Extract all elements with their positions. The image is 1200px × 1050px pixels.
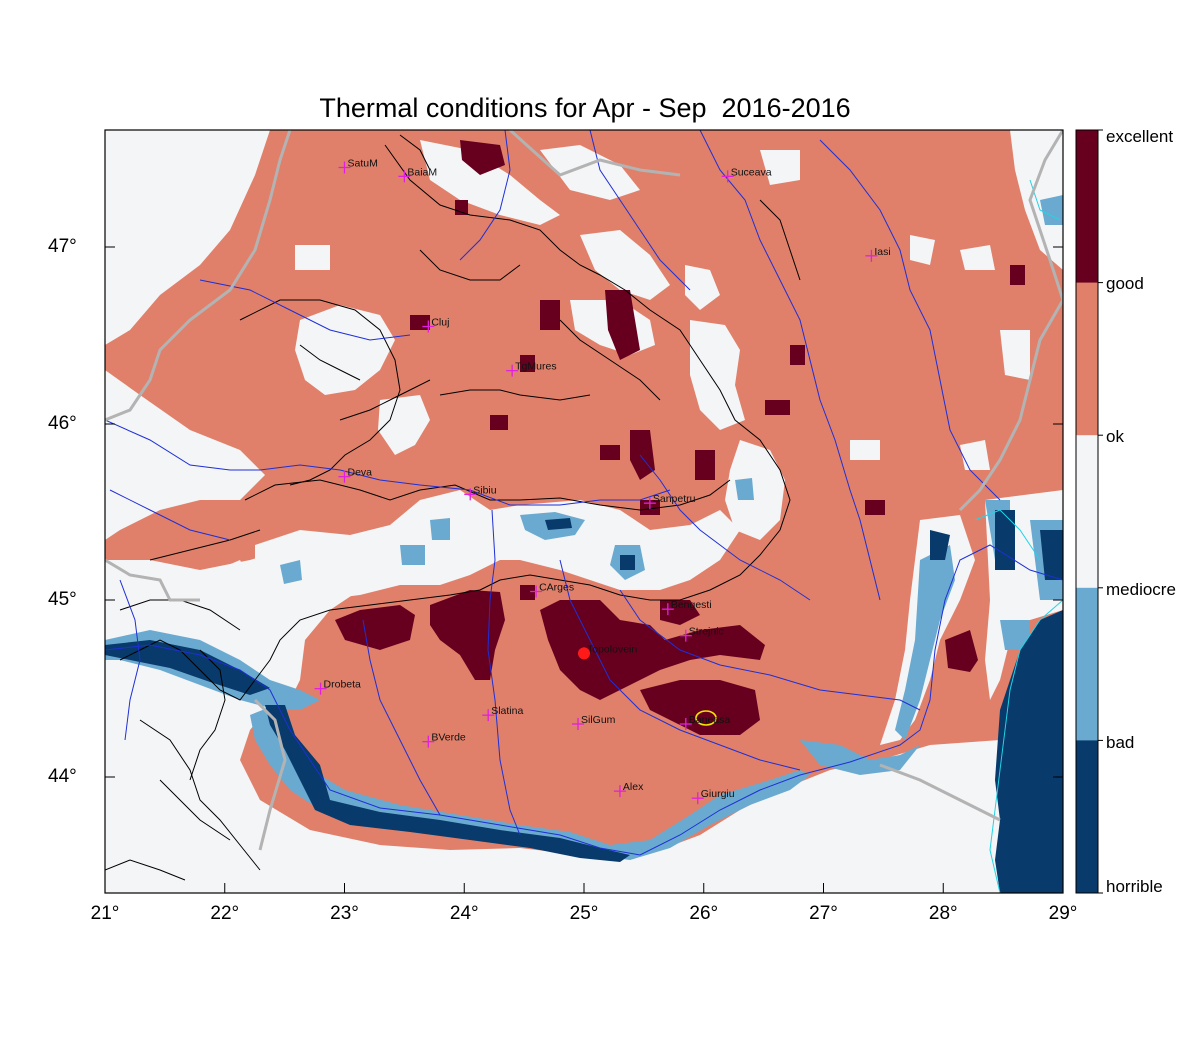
city-marker: Iasi <box>865 246 891 262</box>
city-marker: Strejnic <box>679 626 724 642</box>
x-tick-label: 25° <box>569 903 599 924</box>
legend-swatch <box>1076 740 1098 894</box>
city-marker: SatuM <box>338 158 378 174</box>
legend-label-bad: bad <box>1106 733 1135 752</box>
x-tick-label: 21° <box>90 903 120 924</box>
city-label: Bengesti <box>671 599 712 611</box>
city-label: Topolovein <box>587 643 637 655</box>
x-tick-label: 26° <box>689 903 719 924</box>
city-marker: BVerde <box>422 732 466 748</box>
y-tick-label: 46° <box>48 413 77 434</box>
city-marker: Drobeta <box>314 679 362 695</box>
x-tick-label: 27° <box>809 903 838 924</box>
axis-ticks <box>104 130 1064 893</box>
city-marker: Deva <box>338 467 373 483</box>
city-label: CArges <box>539 582 574 594</box>
city-label: Iasi <box>874 246 890 258</box>
city-marker: Slatina <box>482 705 523 722</box>
city-label: BaiaM <box>407 166 437 178</box>
city-marker: Baneasa <box>679 714 731 730</box>
city-marker: SilGum <box>572 714 616 730</box>
city-label: Alex <box>623 781 644 793</box>
city-marker: Suceava <box>721 166 772 183</box>
legend-frame <box>1075 129 1099 894</box>
city-label: Sibiu <box>473 484 497 496</box>
legend-swatch <box>1076 435 1098 589</box>
country-borders <box>105 130 1063 851</box>
city-label: BVerde <box>431 732 466 744</box>
x-tick-label: 22° <box>210 903 240 924</box>
rivers <box>105 130 1063 856</box>
city-label: TgMures <box>515 361 556 373</box>
city-marker: Cluj <box>422 317 449 333</box>
y-tick-label: 45° <box>48 589 77 610</box>
city-marker: CArges <box>530 582 574 598</box>
x-tick-label: 29° <box>1048 903 1078 924</box>
legend-swatch <box>1076 282 1098 436</box>
city-label: Strejnic <box>689 626 724 638</box>
city-label: Cluj <box>431 317 449 329</box>
city-marker: BaiaM <box>398 166 437 183</box>
city-marker: Alex <box>613 781 644 798</box>
city-marker: TgMures <box>506 361 557 377</box>
legend-swatch <box>1076 130 1098 284</box>
city-marker: Bengesti <box>661 599 712 616</box>
city-label: Giurgiu <box>701 788 735 800</box>
y-tick-label: 44° <box>48 766 77 787</box>
city-label: Deva <box>348 467 373 479</box>
ok-areas <box>105 130 1063 893</box>
city-marker: Sanpetru <box>643 493 696 510</box>
city-marker: Giurgiu <box>691 788 735 805</box>
city-label: Suceava <box>731 166 772 178</box>
city-markers: SatuM BaiaM Suceava Iasi Cluj TgMures Deva Sibi… <box>314 158 891 805</box>
map-title: Thermal conditions for Apr - Sep 2016-20… <box>319 93 851 123</box>
city-label: SatuM <box>348 158 378 170</box>
legend-label-mediocre: mediocre <box>1106 580 1176 599</box>
legend-colorbar <box>1075 129 1103 894</box>
legend-swatch <box>1076 587 1098 741</box>
city-label: Baneasa <box>689 714 731 726</box>
legend-label-horrible: horrible <box>1106 877 1163 896</box>
y-tick-label: 47° <box>48 236 77 257</box>
city-label: Drobeta <box>324 679 362 691</box>
legend-label-ok: ok <box>1106 427 1124 446</box>
x-tick-label: 24° <box>449 903 479 924</box>
x-tick-label: 23° <box>330 903 359 924</box>
legend-label-excellent: excellent <box>1106 127 1174 146</box>
city-marker: Sibiu <box>464 484 497 501</box>
yellow-contour <box>695 710 717 726</box>
x-tick-label: 28° <box>928 903 958 924</box>
legend-label-good: good <box>1106 274 1144 293</box>
city-label: SilGum <box>581 714 616 726</box>
city-label: Slatina <box>491 705 523 717</box>
city-label: Sanpetru <box>653 493 696 505</box>
site-marker <box>578 647 590 660</box>
